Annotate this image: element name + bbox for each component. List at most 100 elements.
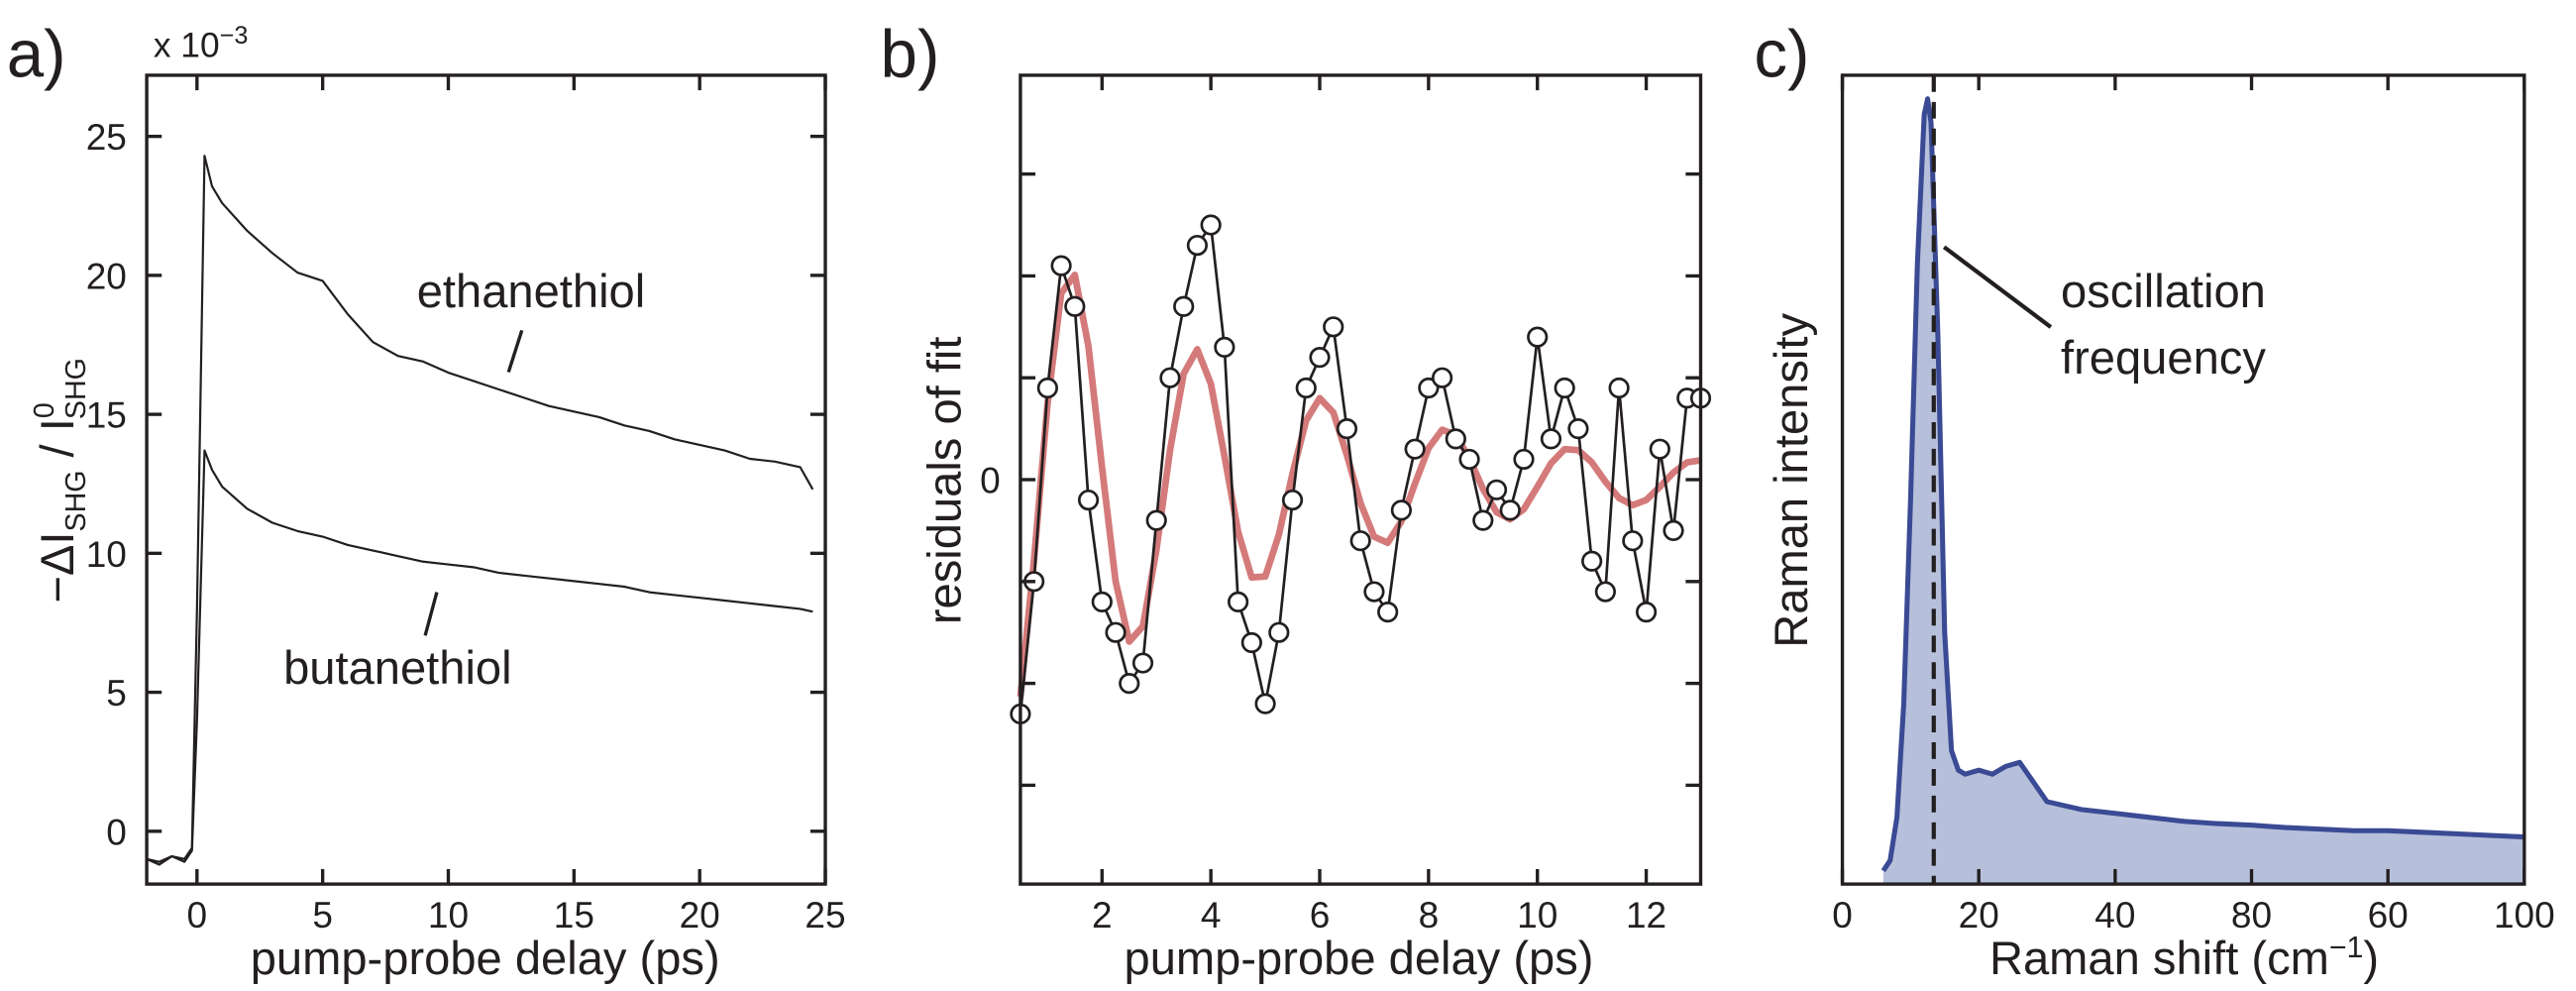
ylabel-part: / I xyxy=(31,418,83,470)
x-tick-label: 5 xyxy=(312,894,333,936)
data-point xyxy=(1131,652,1154,674)
data-area xyxy=(1882,98,2524,885)
x-axis-label: pump-probe delay (ps) xyxy=(1125,932,1594,984)
data-point xyxy=(1567,418,1589,440)
data-point xyxy=(1105,621,1127,643)
x-tick-label: 10 xyxy=(428,894,469,936)
xlabel-part: Raman shift (cm xyxy=(1989,932,2329,984)
annotation: frequency xyxy=(2061,331,2266,384)
x-axis-label: pump-probe delay (ps) xyxy=(251,932,720,984)
data-line xyxy=(146,155,814,863)
panel: 0 5 10 15 20 25 0 5 10 15 20 25 xyxy=(86,73,846,936)
x-tick-label: 0 xyxy=(1832,894,1853,936)
annotation: butanethiol xyxy=(283,641,512,694)
data-point xyxy=(1431,367,1453,388)
data-point xyxy=(1390,499,1413,521)
x-axis-label: Raman shift (cm−1) xyxy=(1989,932,2379,984)
y-tick-label: 5 xyxy=(106,672,127,714)
y-axis-label: −ΔISHG / I0SHG xyxy=(29,358,92,603)
x-tick-label: 8 xyxy=(1419,894,1440,936)
data-point xyxy=(1418,377,1440,399)
x-tick-label: 10 xyxy=(1517,894,1557,936)
plot-frame xyxy=(1019,73,1703,886)
panel: 0 20 40 80 60 100 xyxy=(1832,73,2555,936)
data-point xyxy=(1077,489,1100,511)
x-tick-label: 20 xyxy=(1959,894,1999,936)
data-point xyxy=(1581,550,1603,572)
data-point xyxy=(1336,418,1358,440)
plot-layer: 0 5 10 15 20 25 0 5 10 15 20 25 2 4 6 8 10 12 0 0 20 40 80 60 10… xyxy=(86,73,2555,936)
xlabel-sup: −1 xyxy=(2329,932,2364,964)
plot-frame xyxy=(145,73,827,886)
data-point xyxy=(1036,377,1058,399)
data-point xyxy=(1404,438,1426,460)
axis-exponent: x 10−3 xyxy=(154,22,249,64)
data-point xyxy=(1254,693,1276,715)
data-point xyxy=(1540,428,1562,450)
data-point xyxy=(1513,448,1535,471)
panel-label: b) xyxy=(881,18,940,92)
x-tick-label: 6 xyxy=(1310,894,1331,936)
data-point xyxy=(1295,377,1317,399)
y-tick-label: 25 xyxy=(86,116,127,158)
data-point xyxy=(1240,631,1262,654)
data-point xyxy=(1281,489,1304,511)
exponent-base: x 10 xyxy=(154,26,220,64)
x-tick-label: 0 xyxy=(187,894,208,936)
data-point xyxy=(1458,448,1480,471)
data-point xyxy=(1499,499,1521,521)
x-tick-label: 25 xyxy=(805,894,845,936)
y-tick-label: 0 xyxy=(106,811,127,852)
data-point xyxy=(1445,428,1466,450)
x-tick-label: 20 xyxy=(680,894,720,936)
x-tick-label: 100 xyxy=(2494,894,2555,936)
data-line xyxy=(146,449,813,866)
annotation: oscillation xyxy=(2061,265,2266,317)
data-point xyxy=(1663,519,1684,542)
data-point xyxy=(1323,316,1344,338)
plot-frame xyxy=(1840,73,2526,886)
data-point xyxy=(1119,672,1140,695)
y-axis-label: Raman intensity xyxy=(1765,313,1817,648)
data-point xyxy=(1145,509,1167,531)
x-tick-label: 80 xyxy=(2231,894,2272,936)
data-point xyxy=(1622,530,1644,552)
data-point xyxy=(1050,255,1072,276)
data-point xyxy=(1349,530,1371,552)
data-line xyxy=(1017,272,1702,698)
ylabel-sub: SHG xyxy=(60,358,92,419)
data-point xyxy=(1363,581,1385,603)
annotation-pointer xyxy=(1942,245,2053,329)
x-tick-label: 40 xyxy=(2094,894,2135,936)
data-point xyxy=(1594,581,1616,603)
panel: 2 4 6 8 10 12 0 xyxy=(980,73,1712,936)
ylabel-part: −ΔI xyxy=(31,532,83,604)
y-tick-label: 20 xyxy=(86,255,127,296)
data-point xyxy=(1635,602,1658,623)
annotation-pointer xyxy=(506,329,524,373)
x-tick-label: 60 xyxy=(2368,894,2409,936)
y-axis-label: residuals of fit xyxy=(917,337,970,625)
data-point xyxy=(1649,438,1670,460)
panel-label: a) xyxy=(7,18,66,92)
panel-label: c) xyxy=(1754,18,1809,92)
data-point xyxy=(1472,509,1494,531)
x-tick-label: 12 xyxy=(1626,894,1666,936)
x-tick-label: 15 xyxy=(554,894,594,936)
data-point xyxy=(1527,326,1549,348)
exponent-power: −3 xyxy=(220,22,249,50)
data-point xyxy=(1608,377,1630,399)
data-point xyxy=(1485,479,1508,500)
x-tick-label: 2 xyxy=(1092,894,1113,936)
data-point xyxy=(1377,602,1399,623)
data-point xyxy=(1309,347,1331,369)
ylabel-sup: 0 xyxy=(29,402,60,418)
annotation: ethanethiol xyxy=(417,265,646,317)
data-point xyxy=(1228,591,1249,612)
data-point xyxy=(1064,295,1086,317)
y-tick-label: 15 xyxy=(86,394,127,436)
data-line xyxy=(1880,96,2524,873)
data-point xyxy=(1214,336,1235,358)
